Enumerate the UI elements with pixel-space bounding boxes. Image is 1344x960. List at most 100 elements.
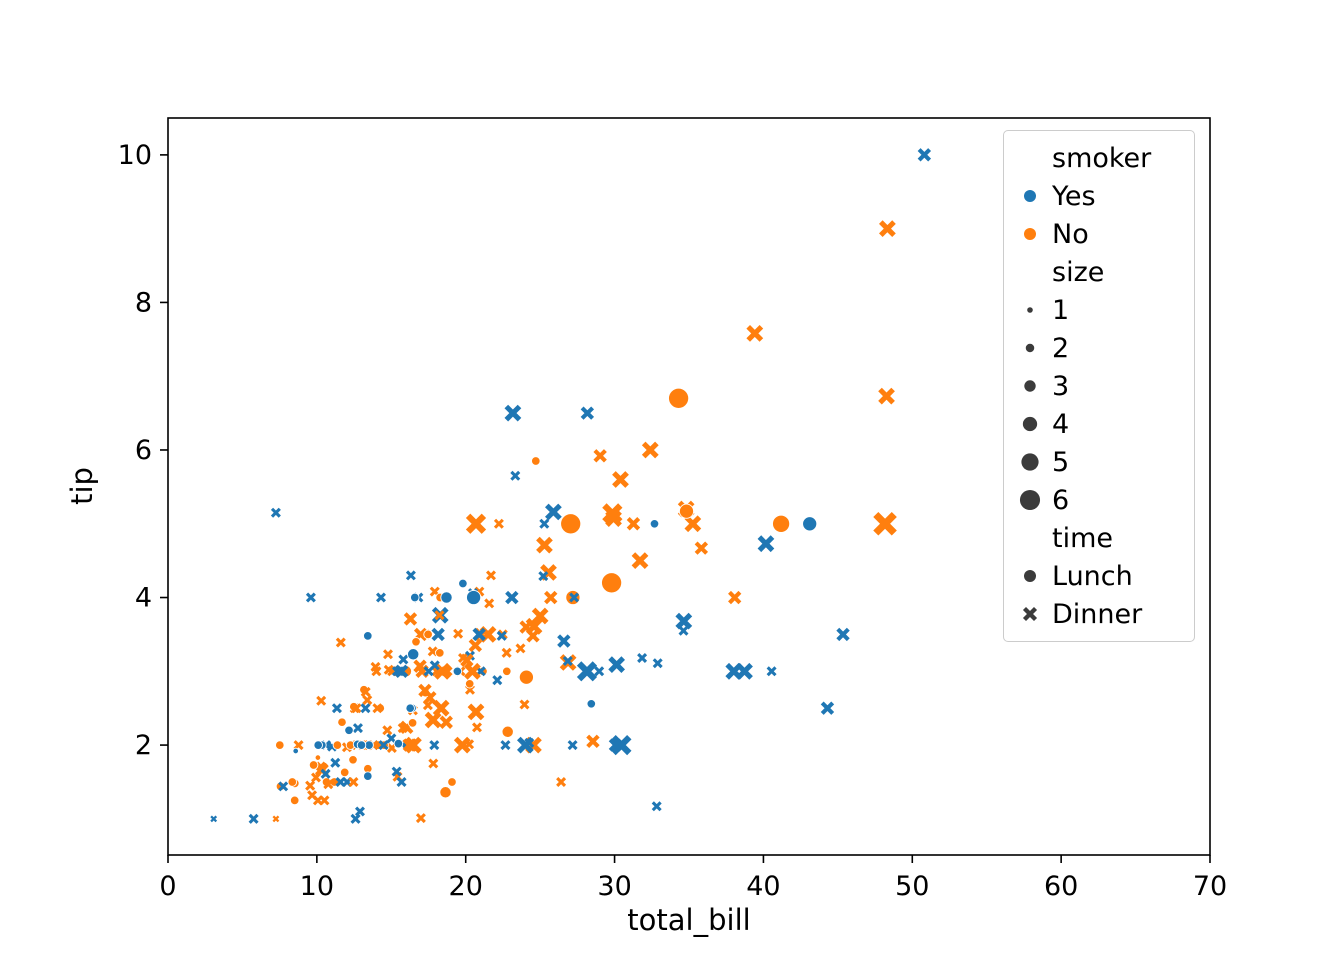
data-point — [536, 536, 553, 554]
data-point — [873, 511, 897, 536]
data-point — [313, 740, 323, 750]
data-point — [305, 780, 316, 791]
data-point — [396, 776, 407, 788]
data-point — [330, 757, 341, 768]
data-point — [335, 777, 346, 787]
data-point — [675, 612, 693, 630]
legend: smoker Yes No size 1 2 3 4 5 6 time Lunch Dinner — [1003, 130, 1195, 642]
data-point — [820, 701, 835, 715]
data-point — [608, 656, 626, 674]
data-point — [556, 777, 567, 787]
legend-entry-label: Yes — [1052, 180, 1096, 212]
x-tick-label: 60 — [1044, 871, 1078, 902]
data-point — [320, 768, 331, 779]
data-point — [363, 771, 373, 781]
data-point — [836, 627, 850, 642]
legend-entry-lunch: Lunch — [1008, 557, 1190, 595]
data-point — [468, 638, 483, 653]
data-point — [802, 516, 818, 532]
data-point — [631, 552, 649, 570]
legend-entry-no: No — [1008, 215, 1190, 253]
legend-title-text: size — [1052, 256, 1105, 288]
data-point — [293, 740, 304, 751]
data-point — [766, 666, 777, 677]
data-point — [348, 755, 358, 765]
data-point — [772, 514, 791, 533]
data-point — [312, 795, 323, 806]
data-point — [878, 387, 895, 405]
data-point — [355, 806, 365, 817]
data-point — [567, 740, 578, 751]
data-point — [386, 733, 397, 744]
legend-entry-label: 2 — [1052, 332, 1070, 364]
data-point — [678, 503, 695, 519]
data-point — [728, 590, 742, 605]
data-point — [465, 513, 487, 534]
data-point — [287, 777, 298, 787]
data-point — [442, 666, 453, 677]
circle-marker-icon — [1024, 190, 1036, 202]
axes-layer: 0 10 20 30 40 50 60 70 2 4 6 8 10 — [118, 117, 1227, 902]
x-tick-label: 70 — [1193, 871, 1227, 902]
data-point — [531, 607, 549, 625]
data-point — [518, 669, 534, 685]
x-tick-label: 50 — [895, 871, 929, 902]
data-point — [458, 578, 468, 589]
data-point — [510, 470, 521, 481]
data-point — [405, 703, 415, 713]
circle-marker-icon — [1024, 380, 1036, 392]
data-point — [515, 643, 526, 654]
data-point — [501, 725, 514, 738]
data-point — [463, 662, 481, 680]
data-point — [694, 541, 709, 555]
data-point — [423, 629, 433, 640]
circle-marker-icon — [1025, 343, 1035, 353]
data-point — [314, 754, 322, 761]
data-point — [335, 637, 346, 648]
data-point — [339, 767, 350, 778]
data-point — [466, 589, 482, 606]
data-point — [292, 747, 299, 755]
data-point — [398, 654, 409, 665]
x-axis-label: total_bill — [627, 903, 750, 937]
data-point — [612, 471, 629, 488]
data-point — [736, 662, 753, 680]
data-point — [539, 518, 550, 529]
y-tick-label: 10 — [118, 140, 152, 171]
data-point — [331, 703, 342, 714]
legend-entry-1: 1 — [1008, 291, 1190, 329]
data-point — [393, 738, 404, 749]
circle-marker-icon — [1022, 416, 1038, 432]
data-point — [378, 740, 389, 751]
data-point — [531, 456, 541, 466]
data-point — [394, 666, 405, 677]
data-point — [435, 648, 445, 658]
data-point — [418, 683, 432, 698]
legend-entry-5: 5 — [1008, 443, 1190, 481]
data-point — [641, 441, 659, 459]
data-point — [394, 664, 409, 678]
data-point — [500, 740, 511, 751]
data-point — [557, 634, 571, 648]
circle-marker-icon — [1019, 489, 1041, 511]
data-point — [586, 734, 600, 749]
data-point — [337, 717, 347, 727]
data-point — [668, 387, 690, 409]
data-point — [467, 703, 485, 721]
legend-entry-label: No — [1052, 218, 1089, 250]
data-point — [452, 666, 463, 677]
data-point — [248, 813, 259, 824]
data-point — [350, 813, 361, 824]
data-point — [382, 725, 393, 736]
y-tick-label: 6 — [135, 435, 152, 466]
y-tick-label: 4 — [135, 583, 152, 614]
data-point — [424, 711, 442, 729]
legend-entry-4: 4 — [1008, 405, 1190, 443]
x-marker-icon — [1022, 606, 1038, 622]
data-point — [516, 736, 534, 754]
data-point — [601, 572, 623, 594]
legend-entry-label: 5 — [1052, 446, 1070, 478]
data-point — [270, 507, 281, 518]
data-point — [879, 220, 896, 238]
